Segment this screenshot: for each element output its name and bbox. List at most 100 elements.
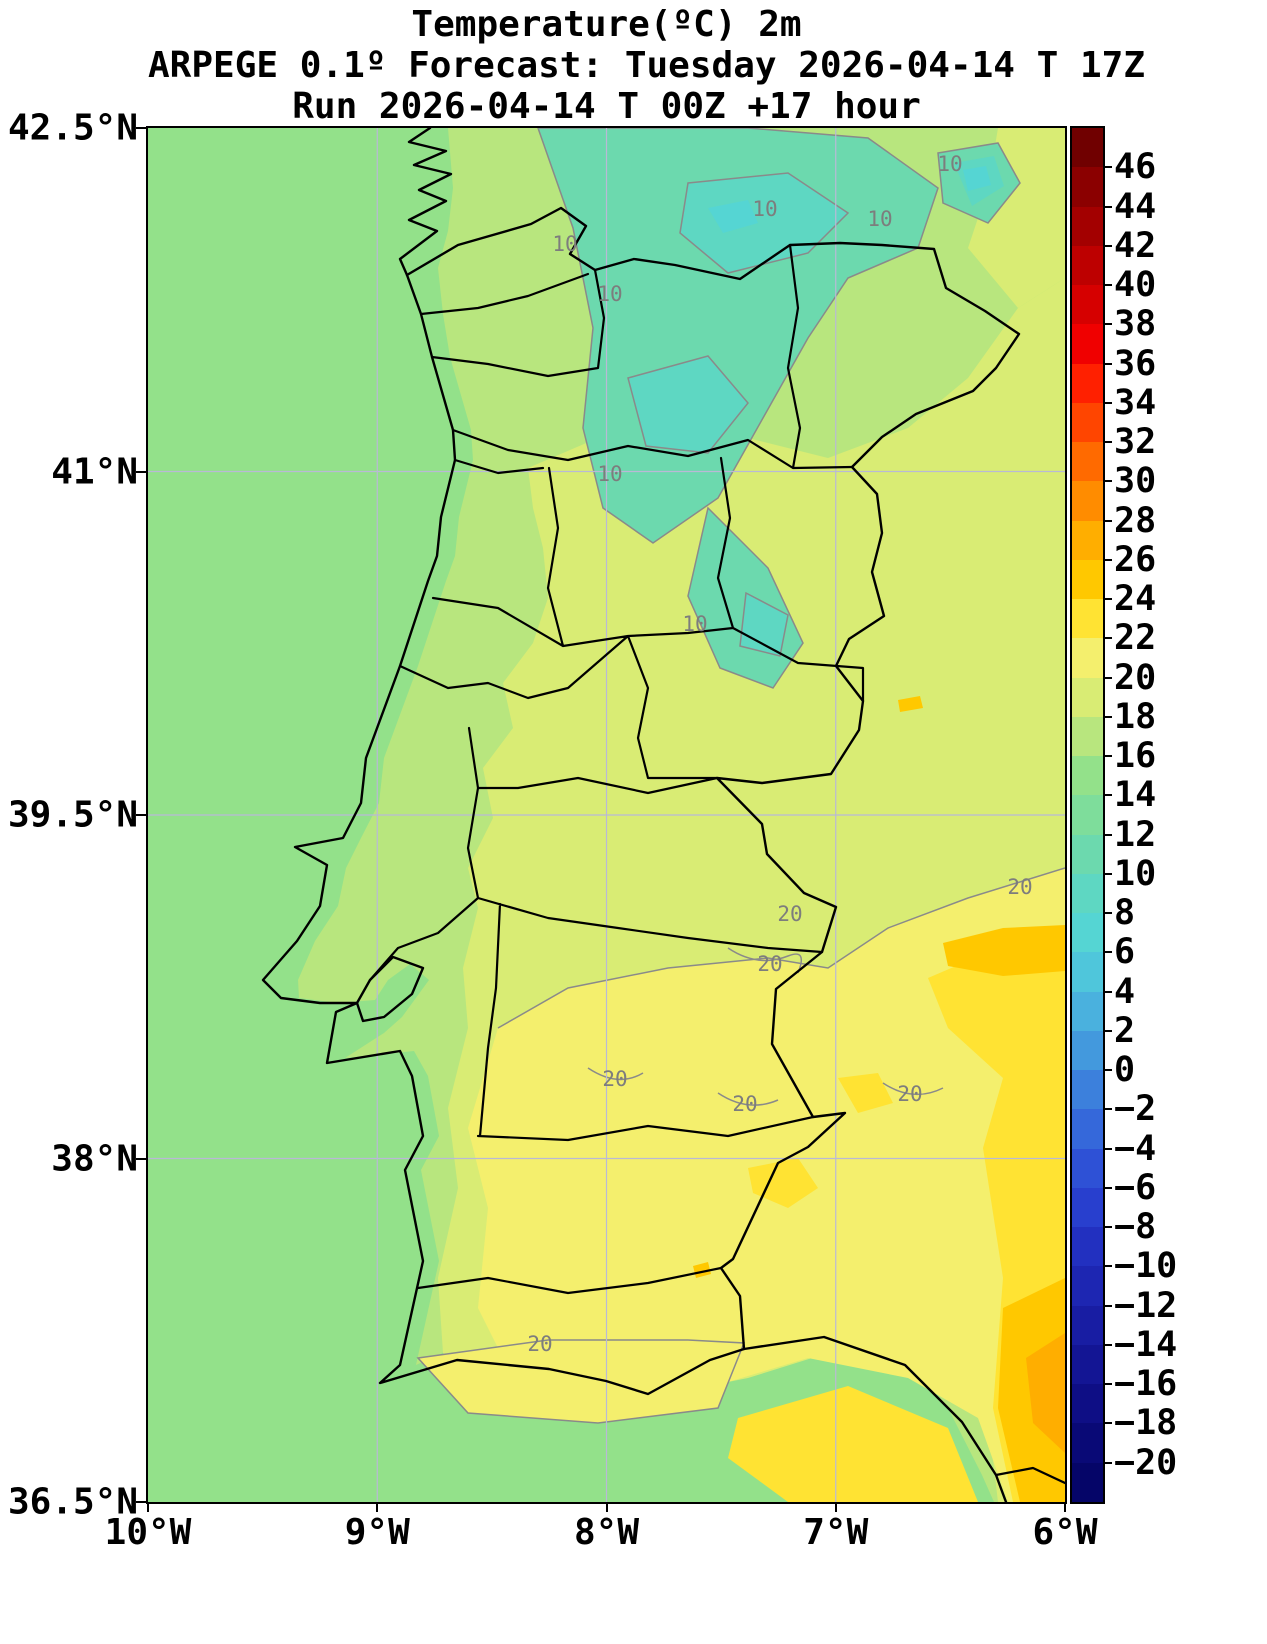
colorbar-band (1072, 402, 1103, 442)
colorbar-band (1072, 128, 1103, 168)
colorbar-tick-mark (1103, 1108, 1112, 1111)
contour-label-20: 20 (1007, 875, 1032, 899)
x-axis-tick-mark (147, 1502, 149, 1512)
colorbar-band (1072, 1423, 1103, 1463)
colorbar-tick-mark (1103, 284, 1112, 287)
colorbar-band (1072, 1030, 1103, 1070)
colorbar-band (1072, 167, 1103, 207)
y-axis-tick-label: 36.5°N (7, 1481, 138, 1523)
colorbar-tick-mark (1103, 1069, 1112, 1072)
contour-label-20: 20 (602, 1067, 627, 1091)
colorbar-tick-label: −14 (1114, 1324, 1178, 1365)
colorbar-tick-mark (1103, 362, 1112, 365)
isotherm-10-contour (739, 591, 789, 657)
colorbar-band (1072, 1109, 1103, 1149)
colorbar-tick-label: 6 (1114, 932, 1136, 973)
colorbar-band (1072, 795, 1103, 835)
contour-label-10: 10 (682, 612, 707, 636)
district-boundaries (368, 243, 1065, 1485)
colorbar-tick-label: 24 (1114, 579, 1157, 620)
x-axis-tick-label: 8°W (573, 1512, 640, 1553)
colorbar-tick-mark (1103, 1383, 1112, 1386)
colorbar-tick-label: 10 (1114, 853, 1157, 894)
colorbar-band (1072, 206, 1103, 246)
cool-6-8-spot-1 (708, 200, 758, 233)
colorbar-band (1072, 756, 1103, 796)
colorbar-tick-mark (1103, 755, 1112, 758)
colorbar-tick-label: −6 (1114, 1167, 1157, 1208)
contour-label-10: 10 (597, 282, 622, 306)
x-axis-tick-mark (834, 1502, 837, 1512)
colorbar-tick-label: 26 (1114, 539, 1157, 580)
cool-8-10-spot-1 (680, 173, 848, 273)
isotherm-20-contour (727, 947, 803, 974)
colorbar-tick-label: 44 (1114, 186, 1157, 227)
chart-title: Temperature(ºC) 2m (411, 4, 802, 45)
colorbar-band (1072, 1344, 1103, 1384)
y-axis-tick-mark (136, 814, 146, 816)
colorbar-tick-label: 32 (1114, 422, 1157, 463)
y-axis-tick-mark (136, 1501, 146, 1503)
y-axis-tick-label: 39.5°N (7, 794, 138, 836)
colorbar-band (1072, 481, 1103, 521)
colorbar-tick-mark (1103, 519, 1112, 522)
colorbar-tick-label: −4 (1114, 1128, 1157, 1169)
colorbar-tick-label: 18 (1114, 696, 1157, 737)
cool-10-12-north (538, 128, 938, 543)
y-axis-tick-mark (136, 127, 146, 129)
chart-subtitle-run: Run 2026-04-14 T 00Z +17 hour (292, 86, 921, 127)
colorbar-band (1072, 442, 1103, 482)
colorbar-tick-mark (1103, 323, 1112, 326)
colorbar-band (1072, 324, 1103, 364)
colorbar-tick-label: −12 (1114, 1285, 1178, 1326)
colorbar-band (1072, 559, 1103, 599)
colorbar-tick-label: −18 (1114, 1403, 1178, 1444)
colorbar-tick-mark (1103, 441, 1112, 444)
x-axis-tick-label: 6°W (1032, 1512, 1098, 1553)
isotherm-10-contour (937, 142, 1021, 224)
orange-26-28-corner-core (1026, 1333, 1065, 1453)
colorbar-tick-label: −10 (1114, 1246, 1178, 1287)
colorbar-tick-label: 40 (1114, 265, 1157, 306)
chart-subtitle-forecast: ARPEGE 0.1º Forecast: Tuesday 2026-04-14… (148, 45, 1145, 86)
y-axis-tick-label: 41°N (51, 451, 138, 492)
isotherm-10-contour (679, 172, 850, 274)
colorbar-band (1072, 952, 1103, 992)
orange-24-26-speck-1 (898, 696, 923, 712)
colorbar-tick-mark (1103, 833, 1112, 836)
colorbar-band (1072, 913, 1103, 953)
graticule-gridlines (148, 128, 1065, 1502)
x-axis-tick-mark (1064, 1502, 1066, 1512)
colorbar-tick-label: 28 (1114, 500, 1157, 541)
warm-20-22-fill-algarve (418, 1340, 744, 1423)
isotherm-contours (416, 128, 1065, 1424)
colorbar-tick-label: 20 (1114, 657, 1157, 698)
colorbar-tick-label: 22 (1114, 618, 1157, 659)
contour-label-10: 10 (597, 462, 622, 486)
colorbar-band (1072, 245, 1103, 285)
contour-label-20: 20 (527, 1332, 552, 1356)
colorbar-tick-label: −16 (1114, 1364, 1178, 1405)
colorbar-band (1072, 873, 1103, 913)
contour-label-10: 10 (867, 207, 892, 231)
isotherm-20-contour (587, 1067, 644, 1081)
colorbar-tick-mark (1103, 1422, 1112, 1425)
isotherm-20-contour (882, 1082, 944, 1096)
colorbar-band (1072, 363, 1103, 403)
isotherm-10-contour (537, 128, 939, 544)
warm-22-24-spot-1 (748, 1158, 818, 1208)
temperature-map-svg: 10 10 10 10 10 10 10 20 20 20 20 20 20 2… (148, 128, 1065, 1502)
colorbar-band (1072, 1070, 1103, 1110)
contour-label-10: 10 (552, 232, 577, 256)
colorbar-tick-label: 46 (1114, 147, 1157, 188)
isotherm-20-contour (416, 1339, 746, 1424)
contour-labels: 10 10 10 10 10 10 10 20 20 20 20 20 20 2… (527, 152, 1032, 1356)
colorbar-band (1072, 599, 1103, 639)
colorbar-band (1072, 677, 1103, 717)
colorbar-band (1072, 638, 1103, 678)
colorbar-tick-mark (1103, 715, 1112, 718)
colorbar-band (1072, 991, 1103, 1031)
contour-label-20: 20 (777, 902, 802, 926)
colorbar-band (1072, 1266, 1103, 1306)
